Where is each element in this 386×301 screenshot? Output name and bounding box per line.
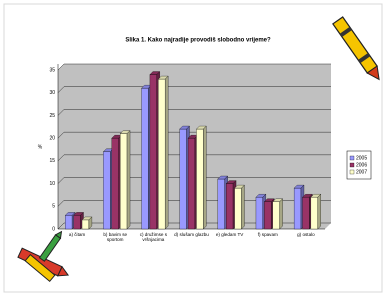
y-tick-label: 20 [49, 135, 55, 141]
bar-side [203, 126, 206, 229]
bar [103, 152, 110, 229]
chart-title: Slika 1. Kako najradije provodiš slobodn… [125, 38, 271, 44]
bar [180, 129, 187, 229]
x-tick-label-box: b) bavim se sportom [96, 232, 134, 248]
bar-side [318, 194, 321, 229]
y-tick-label: 30 [49, 90, 55, 96]
x-tick-label: g) ostalo [287, 232, 325, 237]
y-tick-label: 15 [49, 158, 55, 164]
bar [235, 188, 242, 229]
bar [158, 79, 165, 229]
bar [65, 215, 72, 229]
legend-label: 2006 [356, 162, 367, 168]
y-tick-label: 10 [49, 181, 55, 187]
legend-label: 2007 [356, 169, 367, 175]
y-tick-label: 0 [52, 226, 55, 232]
bar [142, 88, 149, 229]
y-tick-label: 25 [49, 113, 55, 119]
bar-side [127, 131, 130, 229]
legend-swatch [350, 156, 354, 160]
x-tick-label-box: g) ostalo [287, 232, 325, 248]
bar-side [241, 185, 244, 229]
bar [302, 197, 309, 229]
x-tick-label-box: c) družimse s vršnjacima [134, 232, 172, 248]
slide: Slika 1. Kako najradije provodiš slobodn… [0, 0, 386, 296]
bar [256, 197, 263, 229]
bar [226, 184, 233, 229]
x-tick-label-box: a) čitam [58, 232, 96, 248]
bar [294, 188, 301, 229]
bar [264, 202, 271, 229]
y-tick-label: 35 [49, 67, 55, 73]
legend-swatch [350, 163, 354, 167]
x-tick-label-box: d) slušam glazbu [172, 232, 210, 248]
x-tick-label: a) čitam [58, 232, 96, 237]
bar [74, 215, 81, 229]
bar-side [165, 76, 168, 229]
legend-label: 2005 [356, 155, 367, 161]
bar-side [280, 199, 283, 229]
x-tick-label: e) gledam TV [211, 232, 249, 237]
x-tick-label-box: f) spavam [249, 232, 287, 248]
bar [311, 197, 318, 229]
bar [196, 129, 203, 229]
bar [150, 75, 157, 229]
legend-swatch [350, 170, 354, 174]
x-tick-label: c) družimse s vršnjacima [134, 232, 172, 243]
y-axis-label: % [38, 144, 43, 150]
bar [273, 202, 280, 229]
y-tick-label: 5 [52, 204, 55, 210]
bar [218, 179, 225, 229]
x-tick-label: b) bavim se sportom [96, 232, 134, 243]
x-tick-label: d) slušam glazbu [172, 232, 210, 237]
x-tick-label-box: e) gledam TV [211, 232, 249, 248]
bar [112, 138, 119, 229]
bar [120, 134, 127, 229]
bar [188, 138, 195, 229]
bar [82, 220, 89, 229]
x-tick-label: f) spavam [249, 232, 287, 237]
